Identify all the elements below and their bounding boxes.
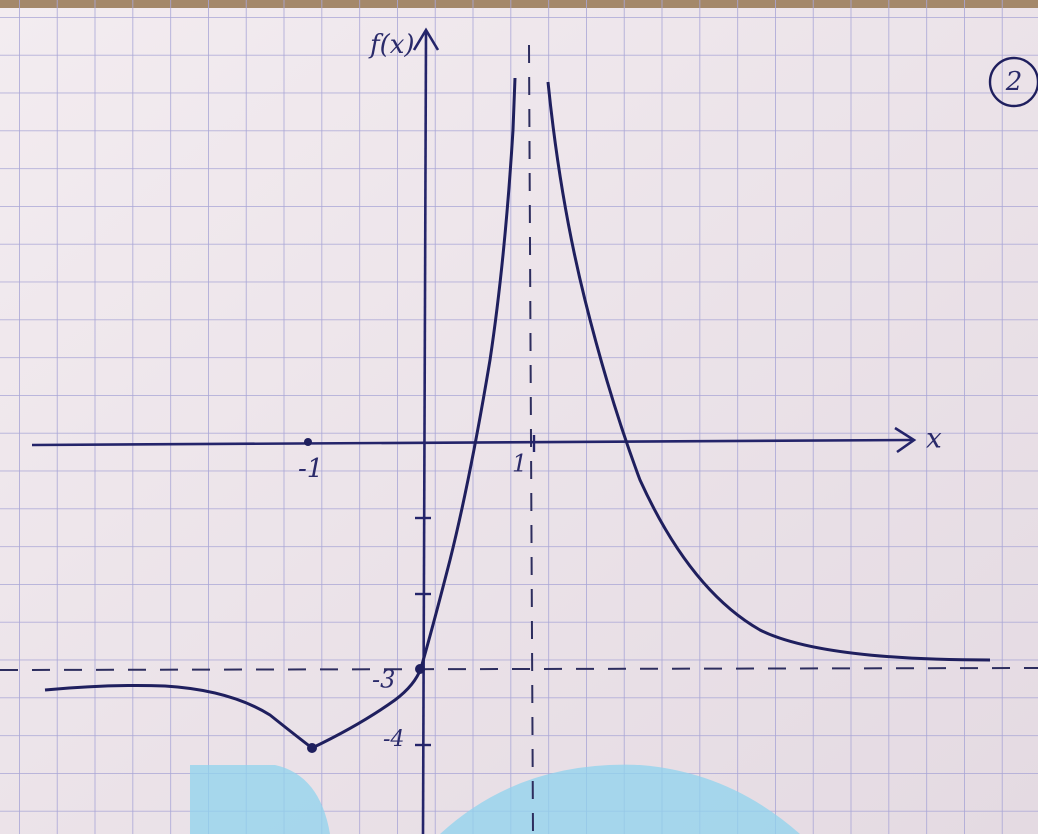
- x-axis-label: x: [926, 422, 942, 455]
- y-axis-label: f(x): [368, 30, 415, 60]
- point: [415, 664, 425, 674]
- grid: [0, 0, 1038, 834]
- x-label: -1: [298, 454, 323, 484]
- page: {"labels": {"y_axis": "f(x)", "x_axis": …: [0, 0, 1038, 834]
- point: [304, 438, 312, 446]
- x-label: 1: [512, 450, 527, 478]
- graph-photo: f(x) x -1 1 -3 -4 2: [0, 0, 1038, 834]
- page-number: 2: [1005, 67, 1023, 97]
- y-label: -4: [383, 727, 404, 752]
- y-label: -3: [372, 666, 395, 694]
- point: [307, 743, 317, 753]
